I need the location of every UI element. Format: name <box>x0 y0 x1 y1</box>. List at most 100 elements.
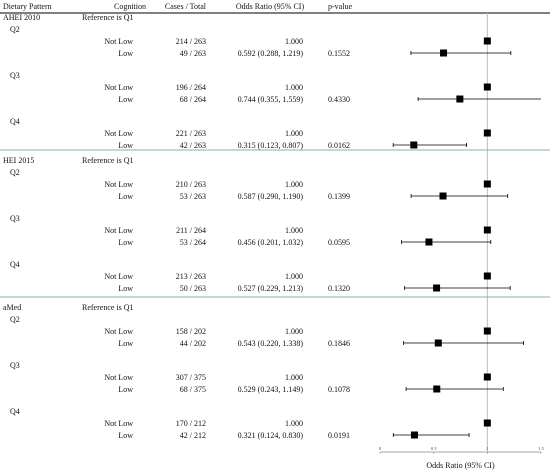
odds-ratio-text: 0.315 (0.123, 0.807) <box>238 141 304 150</box>
quartile-label: Q3 <box>10 71 20 80</box>
reference-note: Reference is Q1 <box>82 303 134 312</box>
odds-ratio-text: 1.000 <box>285 373 303 382</box>
p-value: 0.1320 <box>328 284 350 293</box>
quartile-label: Q4 <box>10 407 20 416</box>
odds-ratio-text: 0.543 (0.220, 1.338) <box>238 339 304 348</box>
or-marker <box>433 385 441 393</box>
cognition-label: Low <box>118 95 133 104</box>
odds-ratio-text: 0.592 (0.288, 1.219) <box>238 49 304 58</box>
cases-total: 49 / 263 <box>180 49 206 58</box>
cognition-label: Not Low <box>104 373 133 382</box>
quartile-label: Q3 <box>10 361 20 370</box>
odds-ratio-text: 0.744 (0.355, 1.559) <box>238 95 304 104</box>
cases-total: 68 / 375 <box>180 385 206 394</box>
p-value: 0.0595 <box>328 238 350 247</box>
or-marker <box>483 272 491 280</box>
odds-ratio-text: 1.000 <box>285 180 303 189</box>
reference-note: Reference is Q1 <box>82 13 134 22</box>
cognition-label: Low <box>118 141 133 150</box>
group-name: aMed <box>3 303 21 312</box>
or-marker <box>456 95 464 103</box>
cognition-label: Not Low <box>104 37 133 46</box>
p-value: 0.1399 <box>328 192 350 201</box>
reference-note: Reference is Q1 <box>82 156 134 165</box>
or-marker <box>483 129 491 137</box>
cognition-label: Not Low <box>104 180 133 189</box>
group-name: HEI 2015 <box>3 156 34 165</box>
cases-total: 53 / 263 <box>180 192 206 201</box>
x-tick-label: 0 <box>379 446 382 451</box>
odds-ratio-text: 1.000 <box>285 327 303 336</box>
cognition-label: Low <box>118 49 133 58</box>
p-value: 0.0162 <box>328 141 350 150</box>
cases-total: 214 / 263 <box>176 37 206 46</box>
cases-total: 44 / 202 <box>180 339 206 348</box>
or-marker <box>425 238 433 246</box>
or-marker <box>439 192 447 200</box>
quartile-label: Q2 <box>10 168 20 177</box>
cognition-label: Low <box>118 238 133 247</box>
forest-rows: AHEI 2010 Reference is Q1 Q2 Not Low 214 / 2… <box>0 13 550 470</box>
odds-ratio-text: 1.000 <box>285 37 303 46</box>
odds-ratio-text: 0.529 (0.243, 1.149) <box>238 385 304 394</box>
or-marker <box>483 226 491 234</box>
cognition-label: Not Low <box>104 327 133 336</box>
p-value: 0.4330 <box>328 95 350 104</box>
cases-total: 307 / 375 <box>176 373 206 382</box>
cases-total: 221 / 263 <box>176 129 206 138</box>
or-marker <box>483 37 491 45</box>
header-p-value: p-value <box>328 2 352 11</box>
cases-total: 53 / 264 <box>180 238 206 247</box>
or-marker <box>410 431 418 439</box>
or-marker <box>483 180 491 188</box>
cases-total: 196 / 264 <box>176 83 206 92</box>
cognition-label: Not Low <box>104 83 133 92</box>
cognition-label: Not Low <box>104 272 133 281</box>
cognition-label: Low <box>118 192 133 201</box>
p-value: 0.1552 <box>328 49 350 58</box>
x-tick-label: 1 <box>486 446 488 451</box>
group-name: AHEI 2010 <box>3 13 40 22</box>
x-tick-label: 0.5 <box>431 446 437 451</box>
odds-ratio-text: 0.456 (0.201, 1.032) <box>238 238 304 247</box>
odds-ratio-text: 1.000 <box>285 272 303 281</box>
quartile-label: Q2 <box>10 315 20 324</box>
or-marker <box>434 339 442 347</box>
cognition-label: Low <box>118 385 133 394</box>
odds-ratio-text: 0.321 (0.124, 0.830) <box>238 431 304 440</box>
p-value: 0.0191 <box>328 431 350 440</box>
cognition-label: Not Low <box>104 226 133 235</box>
or-marker <box>483 419 491 427</box>
header-odds-ratio: Odds Ratio (95% CI) <box>236 2 305 11</box>
odds-ratio-text: 1.000 <box>285 129 303 138</box>
cases-total: 50 / 263 <box>180 284 206 293</box>
header-dietary-pattern: Dietary Pattern <box>3 2 52 11</box>
p-value: 0.1846 <box>328 339 350 348</box>
cognition-label: Low <box>118 284 133 293</box>
quartile-label: Q2 <box>10 25 20 34</box>
cognition-label: Not Low <box>104 129 133 138</box>
cases-total: 213 / 263 <box>176 272 206 281</box>
cognition-label: Low <box>118 339 133 348</box>
quartile-label: Q3 <box>10 214 20 223</box>
cognition-label: Not Low <box>104 419 133 428</box>
cases-total: 170 / 212 <box>176 419 206 428</box>
x-axis-label: Odds Ratio (95% CI) <box>426 461 495 470</box>
header-cognition: Cognition <box>114 2 146 11</box>
cases-total: 211 / 264 <box>176 226 206 235</box>
cases-total: 158 / 202 <box>176 327 206 336</box>
or-marker <box>433 284 441 292</box>
odds-ratio-text: 0.587 (0.290, 1.190) <box>238 192 304 201</box>
odds-ratio-text: 1.000 <box>285 226 303 235</box>
odds-ratio-text: 0.527 (0.229, 1.213) <box>238 284 304 293</box>
or-marker <box>483 83 491 91</box>
or-marker <box>410 141 418 149</box>
or-marker <box>483 327 491 335</box>
header-cases-total: Cases / Total <box>165 2 207 11</box>
quartile-label: Q4 <box>10 117 20 126</box>
or-marker <box>440 49 448 57</box>
p-value: 0.1078 <box>328 385 350 394</box>
cases-total: 42 / 263 <box>180 141 206 150</box>
cognition-label: Low <box>118 431 133 440</box>
